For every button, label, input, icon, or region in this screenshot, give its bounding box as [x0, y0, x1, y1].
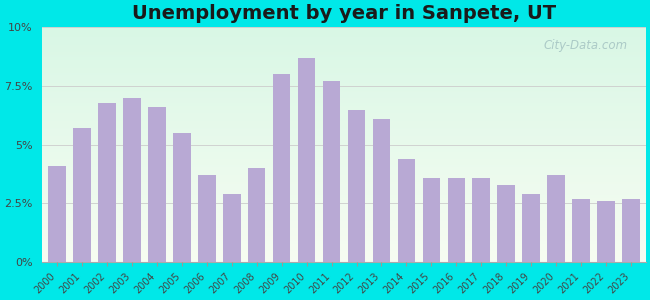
Bar [148, 107, 166, 262]
Bar [422, 178, 440, 262]
Bar [572, 199, 590, 262]
Bar [547, 175, 565, 262]
Bar [223, 194, 240, 262]
Bar [622, 199, 640, 262]
Bar [248, 168, 265, 262]
Text: City-Data.com: City-Data.com [543, 39, 628, 52]
Bar [173, 133, 190, 262]
Bar [323, 82, 341, 262]
Bar [273, 74, 291, 262]
Bar [597, 201, 615, 262]
Bar [448, 178, 465, 262]
Bar [372, 119, 390, 262]
Title: Unemployment by year in Sanpete, UT: Unemployment by year in Sanpete, UT [132, 4, 556, 23]
Bar [298, 58, 315, 262]
Bar [398, 159, 415, 262]
Bar [523, 194, 540, 262]
Bar [73, 128, 91, 262]
Bar [497, 185, 515, 262]
Bar [348, 110, 365, 262]
Bar [124, 98, 141, 262]
Bar [49, 166, 66, 262]
Bar [198, 175, 216, 262]
Bar [473, 178, 490, 262]
Bar [98, 103, 116, 262]
